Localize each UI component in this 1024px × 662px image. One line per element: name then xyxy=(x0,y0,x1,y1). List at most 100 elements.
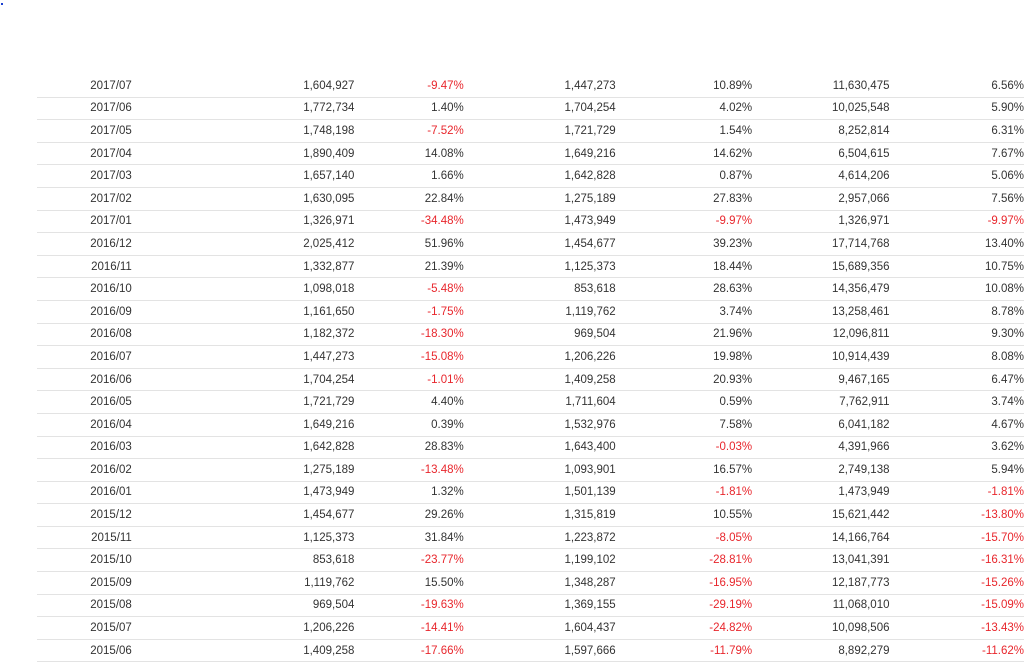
cell-period: 2015/08 xyxy=(37,599,132,611)
cell-cumulative: 13,258,461 xyxy=(752,306,889,318)
cell-value: 1,772,734 xyxy=(132,102,355,114)
cell-prev-value: 1,649,216 xyxy=(464,148,616,160)
cell-cumulative-change: 7.67% xyxy=(890,148,1024,160)
cell-cumulative: 10,025,548 xyxy=(752,102,889,114)
cell-cumulative-change: 10.75% xyxy=(890,261,1024,273)
cell-prev-change: 39.23% xyxy=(616,238,752,250)
cell-prev-change: 0.87% xyxy=(616,170,752,182)
cell-prev-value: 1,473,949 xyxy=(464,215,616,227)
cell-value: 1,447,273 xyxy=(132,351,355,363)
cell-value: 1,630,095 xyxy=(132,193,355,205)
cell-value: 1,657,140 xyxy=(132,170,355,182)
cell-cumulative-change: 5.94% xyxy=(890,464,1024,476)
cell-value-change: 1.66% xyxy=(354,170,463,182)
cell-prev-value: 1,604,437 xyxy=(464,622,616,634)
cell-prev-change: 10.55% xyxy=(616,509,752,521)
cell-value: 1,649,216 xyxy=(132,419,355,431)
cell-value-change: 0.39% xyxy=(354,419,463,431)
cell-value: 1,161,650 xyxy=(132,306,355,318)
cell-value: 1,206,226 xyxy=(132,622,355,634)
cell-prev-change: -11.79% xyxy=(616,645,752,657)
cell-cumulative: 7,762,911 xyxy=(752,396,889,408)
cell-prev-value: 1,315,819 xyxy=(464,509,616,521)
cell-cumulative: 11,068,010 xyxy=(752,599,889,611)
cell-value: 1,125,373 xyxy=(132,532,355,544)
cell-value-change: -17.66% xyxy=(354,645,463,657)
cell-value-change: 51.96% xyxy=(354,238,463,250)
cell-prev-value: 1,119,762 xyxy=(464,306,616,318)
cell-cumulative: 11,630,475 xyxy=(752,80,889,92)
cell-prev-value: 1,643,400 xyxy=(464,441,616,453)
cell-period: 2016/09 xyxy=(37,306,132,318)
cell-value: 2,025,412 xyxy=(132,238,355,250)
cell-cumulative-change: -13.43% xyxy=(890,622,1024,634)
cell-period: 2016/06 xyxy=(37,374,132,386)
cell-prev-change: 16.57% xyxy=(616,464,752,476)
cell-cumulative-change: -9.97% xyxy=(890,215,1024,227)
cell-cumulative: 14,166,764 xyxy=(752,532,889,544)
cell-period: 2016/12 xyxy=(37,238,132,250)
cell-prev-change: -8.05% xyxy=(616,532,752,544)
cell-cumulative-change: -15.09% xyxy=(890,599,1024,611)
cell-prev-change: -9.97% xyxy=(616,215,752,227)
cell-cumulative-change: 5.90% xyxy=(890,102,1024,114)
cell-period: 2016/11 xyxy=(37,261,132,273)
cell-period: 2017/04 xyxy=(37,148,132,160)
cell-cumulative-change: -13.80% xyxy=(890,509,1024,521)
cell-prev-value: 1,642,828 xyxy=(464,170,616,182)
cell-prev-change: -0.03% xyxy=(616,441,752,453)
cell-cumulative-change: -11.62% xyxy=(890,645,1024,657)
cell-cumulative-change: 5.06% xyxy=(890,170,1024,182)
cell-period: 2016/02 xyxy=(37,464,132,476)
cell-value-change: -1.01% xyxy=(354,374,463,386)
cell-value-change: -19.63% xyxy=(354,599,463,611)
cell-prev-value: 969,504 xyxy=(464,328,616,340)
cell-value-change: 4.40% xyxy=(354,396,463,408)
cell-value-change: -7.52% xyxy=(354,125,463,137)
cell-cumulative-change: 6.56% xyxy=(890,80,1024,92)
cell-cumulative-change: 8.78% xyxy=(890,306,1024,318)
cell-value: 1,409,258 xyxy=(132,645,355,657)
cell-value: 1,454,677 xyxy=(132,509,355,521)
cell-prev-value: 1,721,729 xyxy=(464,125,616,137)
cell-cumulative: 9,467,165 xyxy=(752,374,889,386)
cell-prev-value: 1,704,254 xyxy=(464,102,616,114)
cell-value: 1,604,927 xyxy=(132,80,355,92)
cell-cumulative: 15,689,356 xyxy=(752,261,889,273)
cell-value-change: 31.84% xyxy=(354,532,463,544)
cell-value: 1,326,971 xyxy=(132,215,355,227)
cell-value-change: 22.84% xyxy=(354,193,463,205)
cell-prev-value: 1,348,287 xyxy=(464,577,616,589)
cell-prev-value: 1,597,666 xyxy=(464,645,616,657)
cell-prev-change: 0.59% xyxy=(616,396,752,408)
cell-prev-change: 3.74% xyxy=(616,306,752,318)
cell-value-change: 28.83% xyxy=(354,441,463,453)
cell-cumulative: 12,187,773 xyxy=(752,577,889,589)
cell-prev-change: 21.96% xyxy=(616,328,752,340)
cell-cumulative: 1,473,949 xyxy=(752,486,889,498)
cell-value: 1,332,877 xyxy=(132,261,355,273)
cell-value-change: 14.08% xyxy=(354,148,463,160)
cell-value-change: 1.32% xyxy=(354,486,463,498)
cell-value-change: -9.47% xyxy=(354,80,463,92)
cell-period: 2015/07 xyxy=(37,622,132,634)
cell-cumulative: 4,614,206 xyxy=(752,170,889,182)
cell-cumulative: 15,621,442 xyxy=(752,509,889,521)
cell-cumulative-change: 3.74% xyxy=(890,396,1024,408)
cell-prev-change: 19.98% xyxy=(616,351,752,363)
cell-cumulative: 8,892,279 xyxy=(752,645,889,657)
cell-prev-value: 1,501,139 xyxy=(464,486,616,498)
